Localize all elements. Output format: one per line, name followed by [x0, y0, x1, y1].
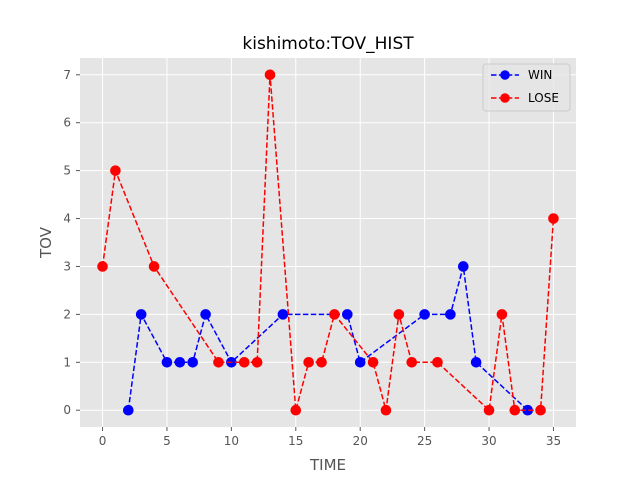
data-point-lose — [264, 69, 276, 81]
data-point-lose — [483, 404, 495, 416]
y-tick-label: 2 — [63, 307, 71, 321]
legend-label-lose: LOSE — [528, 91, 559, 105]
plot-area — [80, 58, 576, 427]
x-axis-label: TIME — [309, 456, 346, 474]
x-tick-label: 0 — [99, 434, 107, 448]
y-tick-label: 6 — [63, 116, 71, 130]
data-point-win — [200, 309, 211, 320]
y-tick-label: 7 — [63, 68, 71, 82]
data-point-lose — [380, 404, 392, 416]
chart-title: kishimoto:TOV_HIST — [242, 34, 414, 54]
data-point-win — [470, 357, 482, 368]
data-point-lose — [329, 309, 340, 320]
data-point-win — [419, 309, 430, 320]
x-tick-label: 35 — [546, 434, 561, 448]
y-tick-label: 3 — [63, 259, 71, 273]
data-point-win — [445, 309, 456, 320]
data-point-lose — [97, 261, 108, 272]
legend-marker-lose — [500, 93, 510, 103]
data-point-lose — [110, 165, 121, 176]
x-tick-label: 5 — [163, 434, 171, 448]
x-tick-label: 15 — [288, 434, 303, 448]
legend-marker-win — [500, 70, 510, 80]
axes: 0 5 10 15 20 25 30 35 0 1 2 3 4 5 6 7 — [63, 68, 561, 448]
data-point-lose — [238, 357, 250, 368]
data-point-lose — [535, 404, 546, 416]
legend: WIN LOSE — [482, 63, 571, 112]
x-tick-label: 25 — [417, 434, 432, 448]
data-point-win — [161, 357, 173, 368]
data-point-win — [135, 309, 147, 320]
data-point-win — [342, 309, 353, 320]
data-point-lose — [303, 357, 314, 368]
y-tick-label: 0 — [63, 403, 71, 417]
data-point-lose — [509, 404, 521, 416]
data-point-lose — [251, 357, 263, 368]
data-point-lose — [432, 357, 443, 368]
data-point-win — [354, 357, 366, 368]
data-point-win — [277, 309, 289, 320]
data-point-lose — [548, 213, 559, 224]
data-point-lose — [496, 309, 508, 320]
x-tick-label: 10 — [224, 434, 239, 448]
y-axis-label: TOV — [37, 226, 55, 259]
x-tick-label: 20 — [353, 434, 368, 448]
data-point-lose — [148, 261, 160, 272]
data-point-win — [187, 357, 199, 368]
data-point-lose — [406, 357, 418, 368]
data-point-win — [123, 404, 134, 416]
data-point-win — [174, 357, 186, 368]
series-layer — [97, 69, 559, 416]
data-point-lose — [213, 357, 224, 368]
data-point-lose — [393, 309, 405, 320]
x-tick-label: 30 — [481, 434, 496, 448]
data-point-win — [457, 261, 469, 272]
grid — [80, 58, 576, 427]
data-point-lose — [367, 357, 379, 368]
legend-label-win: WIN — [528, 68, 552, 82]
data-point-lose — [316, 357, 327, 368]
y-tick-label: 4 — [63, 212, 71, 226]
y-tick-label: 1 — [63, 355, 71, 369]
y-tick-label: 5 — [63, 164, 71, 178]
data-point-lose — [290, 404, 302, 416]
